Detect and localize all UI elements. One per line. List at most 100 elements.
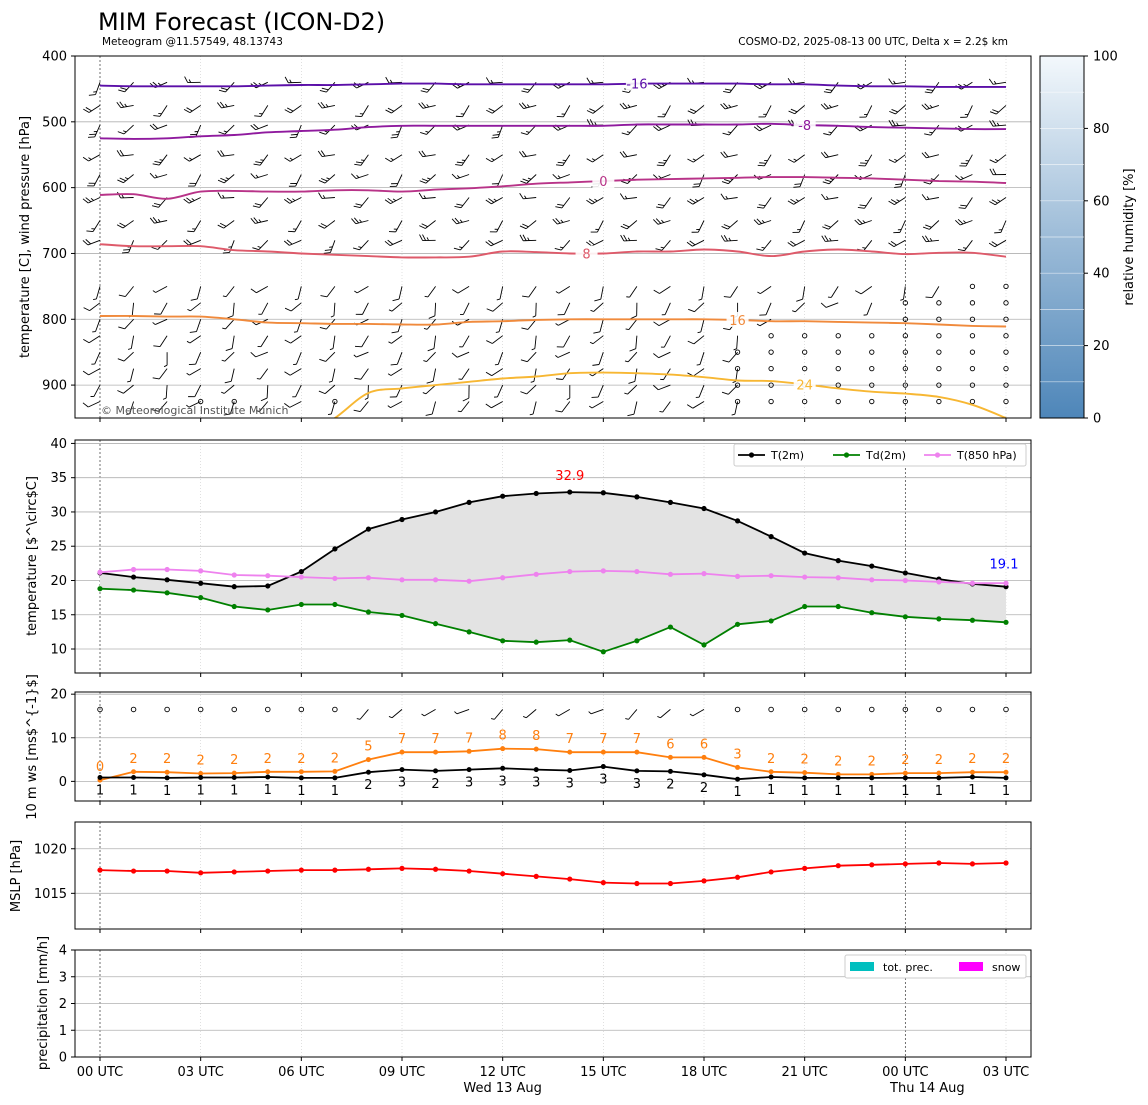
barb-staff bbox=[398, 286, 403, 300]
barb-half-flag bbox=[490, 79, 494, 84]
wind-barb bbox=[352, 239, 369, 251]
series-point-1 bbox=[298, 568, 304, 575]
barb-flag bbox=[354, 377, 362, 380]
barb-staff bbox=[591, 197, 604, 205]
barb-half-flag bbox=[325, 103, 329, 108]
barb-flag bbox=[921, 194, 927, 201]
barb-flag bbox=[320, 223, 328, 227]
wind-barb bbox=[686, 239, 705, 247]
mslp-point bbox=[869, 862, 875, 868]
barb-flag bbox=[220, 177, 227, 182]
wind-speed-value-label: 1 bbox=[331, 784, 339, 799]
barb-staff bbox=[457, 286, 470, 294]
barb-staff bbox=[728, 174, 738, 185]
wind-barb bbox=[924, 124, 940, 136]
wind-barb bbox=[863, 302, 873, 316]
wind-barb bbox=[257, 335, 269, 348]
barb-flag bbox=[290, 183, 297, 185]
barb-staff bbox=[523, 104, 537, 109]
barb-half-flag bbox=[864, 160, 869, 162]
barb-half-flag bbox=[387, 405, 391, 408]
wind-barb bbox=[116, 101, 134, 109]
barb-flag bbox=[284, 307, 292, 312]
barb-staff bbox=[260, 335, 269, 347]
barb-flag bbox=[622, 151, 628, 157]
barb-flag bbox=[354, 345, 362, 348]
barb-flag bbox=[590, 231, 598, 233]
barb-flag bbox=[790, 240, 797, 246]
barb-half-flag bbox=[530, 380, 535, 383]
wind-barb bbox=[556, 154, 571, 167]
wind-barb bbox=[753, 218, 772, 225]
barb-half-flag bbox=[222, 295, 227, 298]
wind-barb bbox=[354, 335, 369, 348]
barb-flag bbox=[286, 107, 294, 112]
barb-flag bbox=[992, 120, 997, 127]
barb-flag bbox=[687, 340, 695, 345]
x-tick-label: 09 UTC bbox=[379, 1065, 425, 1080]
gust-value-label: 7 bbox=[465, 731, 473, 746]
barb-flag bbox=[622, 90, 629, 93]
barb-half-flag bbox=[661, 219, 665, 223]
series-point-1 bbox=[567, 489, 573, 495]
wind-speed-value-label: 3 bbox=[532, 776, 540, 791]
barb-half-flag bbox=[827, 296, 832, 298]
barb-staff bbox=[700, 319, 705, 333]
wind-barb bbox=[385, 105, 403, 114]
barb-staff bbox=[527, 351, 537, 363]
barb-flag bbox=[787, 78, 793, 85]
barb-half-flag bbox=[158, 112, 162, 115]
barb-flag bbox=[687, 110, 695, 114]
wind-barb bbox=[284, 335, 302, 344]
barb-flag bbox=[117, 358, 125, 362]
wind-barb bbox=[226, 302, 235, 319]
barb-half-flag bbox=[494, 228, 499, 230]
barb-staff bbox=[658, 384, 671, 391]
barb-staff bbox=[966, 105, 973, 118]
calm-wind-marker bbox=[298, 706, 305, 713]
barb-staff bbox=[355, 174, 369, 179]
barb-half-flag bbox=[152, 322, 156, 325]
barb-half-flag bbox=[292, 198, 296, 202]
barb-staff bbox=[497, 352, 504, 365]
barb-flag bbox=[252, 247, 259, 251]
colorbar-tick-label: 100 bbox=[1093, 50, 1118, 65]
barb-flag bbox=[588, 198, 595, 203]
wind-barb bbox=[354, 154, 369, 166]
wind-barb bbox=[419, 174, 436, 184]
barb-flag bbox=[889, 110, 896, 115]
barb-flag bbox=[123, 249, 130, 251]
wind-barb bbox=[256, 368, 269, 380]
wind-barb bbox=[320, 286, 336, 298]
series-point-1 bbox=[802, 550, 808, 556]
barb-flag bbox=[122, 251, 129, 254]
barb-flag bbox=[324, 249, 332, 251]
wind-barb bbox=[820, 151, 839, 159]
barb-flag bbox=[225, 348, 233, 351]
barb-staff bbox=[456, 708, 470, 715]
gust-point bbox=[332, 768, 338, 774]
barb-half-flag bbox=[426, 104, 430, 108]
series-point-1 bbox=[869, 563, 875, 569]
barb-half-flag bbox=[423, 328, 428, 330]
barb-half-flag bbox=[963, 220, 967, 224]
wind-barb bbox=[586, 197, 604, 205]
barb-staff bbox=[694, 302, 705, 312]
barb-staff bbox=[356, 286, 369, 294]
wind-speed-value-label: 3 bbox=[566, 776, 574, 791]
gust-point bbox=[936, 770, 942, 776]
barb-staff bbox=[124, 318, 134, 330]
wind-barb bbox=[355, 302, 369, 315]
barb-staff bbox=[165, 385, 168, 399]
barb-flag bbox=[486, 308, 494, 312]
gust-value-label: 2 bbox=[297, 752, 305, 767]
barb-staff bbox=[525, 220, 537, 230]
barb-flag bbox=[422, 234, 427, 241]
wind-barb bbox=[317, 101, 335, 109]
barb-half-flag bbox=[763, 113, 767, 115]
barb-staff bbox=[322, 104, 335, 109]
barb-staff bbox=[260, 105, 269, 117]
barb-staff bbox=[591, 239, 604, 247]
barb-half-flag bbox=[624, 392, 628, 395]
barb-staff bbox=[189, 368, 201, 376]
